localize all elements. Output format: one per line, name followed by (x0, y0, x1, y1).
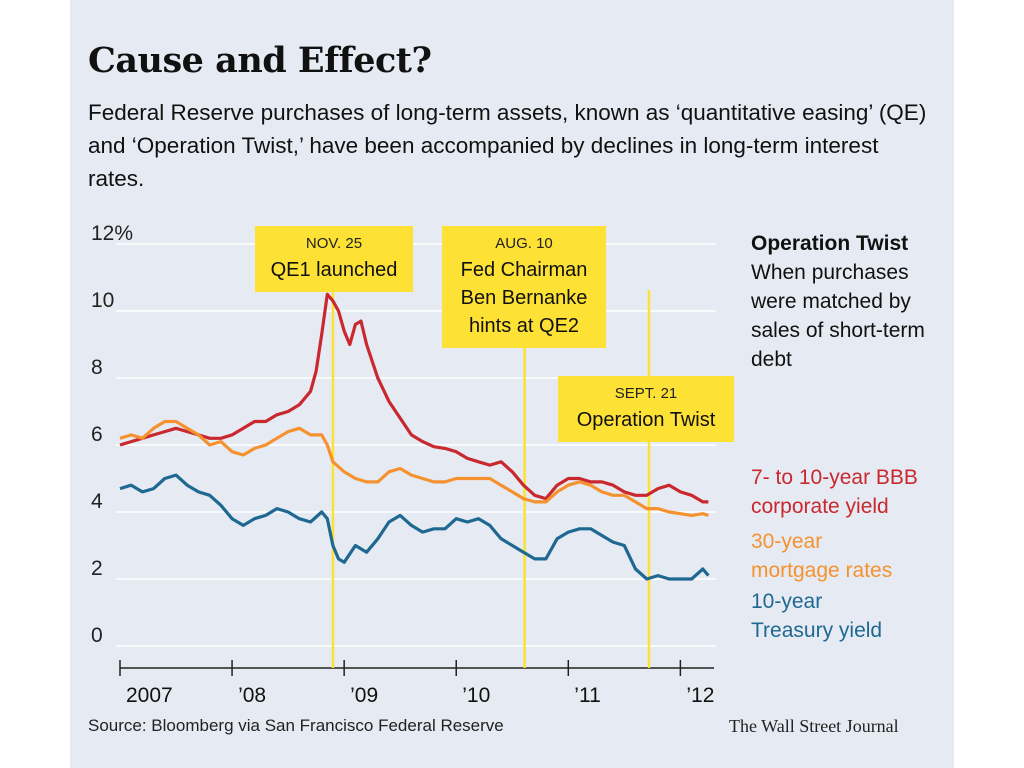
event-callout-label-1-0: Fed Chairman (461, 259, 588, 281)
operation-twist-note: Operation Twist When purchases were matc… (751, 229, 946, 374)
legend-bbb-line2: corporate yield (751, 495, 889, 518)
y-tick-label-12: 12% (91, 222, 133, 245)
event-callout-label-2-0: Operation Twist (577, 409, 716, 431)
x-tick-label-2012: ’12 (686, 684, 714, 707)
legend-treasury-line1: 10-year (751, 590, 823, 613)
legend-mortgage-line2: mortgage rates (751, 559, 893, 582)
y-tick-label-0: 0 (91, 624, 103, 647)
event-callout-date-1: AUG. 10 (495, 235, 553, 252)
legend-bbb-line1: 7- to 10-year BBB (751, 466, 918, 489)
x-tick-label-2011: ’11 (574, 684, 600, 707)
legend-mortgage: 30-year mortgage rates (751, 527, 892, 585)
event-callout-box-2 (558, 376, 734, 442)
y-tick-label-4: 4 (91, 490, 103, 513)
legend-mortgage-line1: 30-year (751, 530, 823, 553)
event-callout-label-1-1: Ben Bernanke (461, 287, 588, 309)
series-line-1 (119, 419, 709, 517)
legend-bbb: 7- to 10-year BBB corporate yield (751, 463, 918, 521)
x-tick-label-2008: ’08 (238, 684, 266, 707)
event-callout-box-1 (442, 226, 606, 348)
legend-treasury-line2: Treasury yield (751, 619, 883, 642)
source-note: Source: Bloomberg via San Francisco Fede… (88, 716, 504, 735)
page-title: Cause and Effect? (88, 40, 432, 81)
series-line-0 (119, 292, 709, 504)
x-tick-label-2010: ’10 (462, 684, 490, 707)
y-tick-label-10: 10 (91, 289, 114, 312)
event-callout-date-0: NOV. 25 (306, 235, 362, 252)
y-tick-label-6: 6 (91, 423, 103, 446)
event-callout-label-0-0: QE1 launched (271, 259, 398, 281)
publisher-credit: The Wall Street Journal (729, 716, 899, 736)
legend-treasury: 10-year Treasury yield (751, 587, 882, 645)
event-callout-box-0 (255, 226, 413, 292)
chart-panel (70, 0, 954, 768)
x-tick-label-2007: 2007 (126, 684, 173, 707)
event-callout-label-1-2: hints at QE2 (469, 315, 579, 337)
operation-twist-note-heading: Operation Twist (751, 232, 909, 255)
y-tick-label-2: 2 (91, 557, 103, 580)
operation-twist-note-body: When purchases were matched by sales of … (751, 261, 925, 371)
y-tick-label-8: 8 (91, 356, 103, 379)
event-callout-date-2: SEPT. 21 (615, 385, 678, 402)
x-tick-label-2009: ’09 (350, 684, 378, 707)
chart-subtitle: Federal Reserve purchases of long-term a… (88, 100, 927, 191)
series-line-2 (119, 473, 710, 581)
